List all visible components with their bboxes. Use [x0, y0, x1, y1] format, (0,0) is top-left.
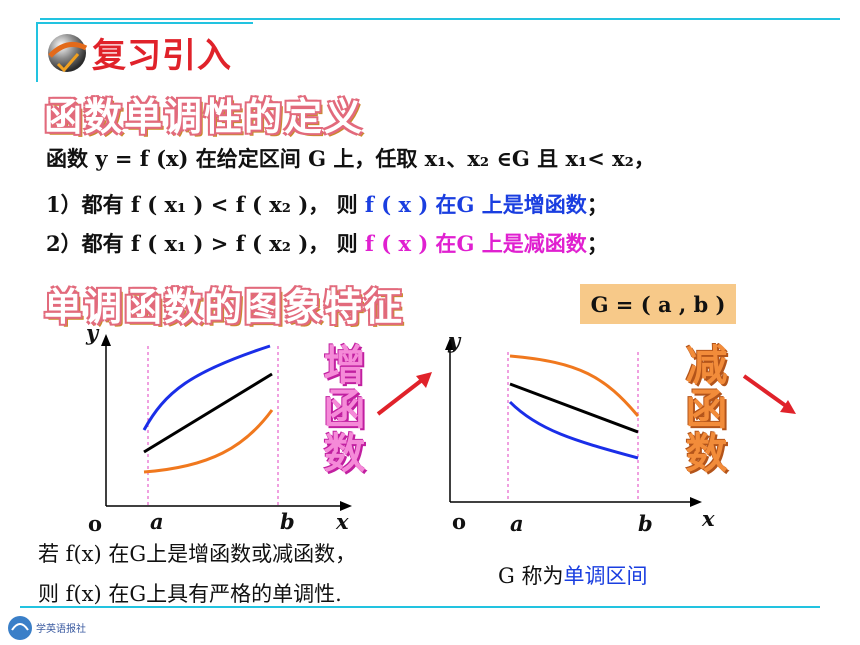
title-frame: [36, 22, 253, 82]
decreasing-rule: 2）都有 f ( x₁ ) > f ( x₂ )， 则 f ( x ) 在G 上…: [46, 228, 608, 258]
monotonic-interval-term: 单调区间: [563, 564, 648, 588]
left-y-label: y: [86, 320, 99, 345]
y-axis-arrow: [101, 334, 111, 346]
left-b-label: b: [280, 509, 295, 534]
globe-icon: [48, 34, 88, 73]
bottom-divider: [20, 606, 820, 608]
increasing-suffix: ；: [586, 192, 608, 217]
down-arrow-icon: [742, 374, 796, 414]
decreasing-graph: [445, 338, 702, 507]
right-a-label: a: [510, 511, 524, 536]
right-b-label: b: [638, 511, 653, 536]
increasing-line-black: [143, 372, 273, 454]
definition-line: 函数 y = f (x) 在给定区间 G 上，任取 x₁、x₂ ∈G 且 x₁<…: [46, 146, 655, 171]
decreasing-line-black: [509, 382, 639, 434]
increasing-conclusion: f ( x ) 在G 上是增函数: [364, 192, 587, 217]
increasing-curve-orange: [143, 409, 274, 474]
right-origin-label: o: [452, 509, 467, 534]
decreasing-suffix: ；: [586, 231, 608, 256]
page-title: 复习引入: [92, 36, 232, 76]
publisher-logo-icon: [8, 616, 32, 640]
right-x-label: x: [702, 506, 715, 531]
monotonic-note-1: 若 f(x) 在G上是增函数或减函数，: [38, 542, 357, 566]
y-axis-arrow: [445, 338, 455, 350]
decreasing-conclusion: f ( x ) 在G 上是减函数: [364, 231, 587, 256]
increasing-curve-blue: [142, 344, 271, 431]
left-origin-label: o: [88, 511, 103, 536]
x-axis-arrow: [690, 497, 702, 507]
left-a-label: a: [150, 509, 164, 534]
decreasing-curve-orange: [509, 354, 640, 417]
decreasing-function-label: 减函数: [679, 343, 728, 475]
left-x-label: x: [336, 509, 349, 534]
definition-heading: 函数单调性的定义: [44, 95, 365, 139]
interval-name-prefix: G 称为: [498, 564, 564, 588]
decreasing-condition: 2）都有 f ( x₁ ) > f ( x₂ )， 则: [46, 231, 358, 256]
up-arrow-icon: [376, 372, 432, 416]
right-y-label: y: [448, 328, 461, 353]
graph-feature-heading: 单调函数的图象特征: [44, 285, 405, 329]
publisher-name: 学英语报社: [36, 624, 86, 635]
decreasing-curve-blue: [508, 400, 639, 460]
interval-name-note: G 称为单调区间: [498, 560, 647, 590]
monotonic-note-2: 则 f(x) 在G上具有严格的单调性.: [38, 582, 342, 606]
top-divider: [40, 18, 840, 20]
increasing-rule: 1）都有 f ( x₁ ) < f ( x₂ )， 则 f ( x ) 在G 上…: [46, 189, 608, 219]
interval-label: G = ( a , b ): [580, 284, 736, 324]
x-axis-arrow: [340, 501, 352, 511]
increasing-function-label: 增函数: [317, 343, 366, 475]
increasing-condition: 1）都有 f ( x₁ ) < f ( x₂ )， 则: [46, 192, 358, 217]
increasing-graph: [101, 334, 352, 511]
